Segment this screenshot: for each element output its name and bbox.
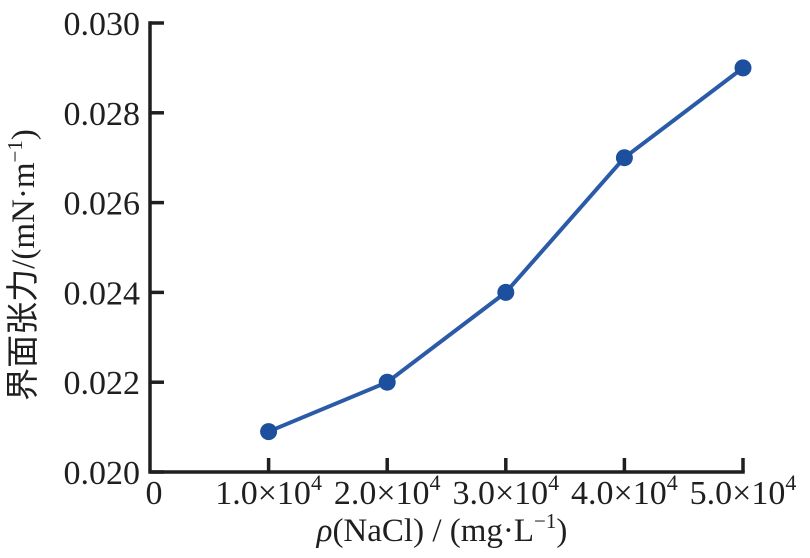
y-axis-ticks <box>150 21 164 474</box>
data-point-marker <box>497 283 515 301</box>
axis-lines <box>148 21 745 474</box>
x-tick-label: 2.0×104 <box>334 470 441 512</box>
y-tick-label: 0.026 <box>64 186 141 223</box>
axes <box>148 21 745 474</box>
x-axis-ticks <box>266 458 745 472</box>
axis-labels: ρ(NaCl) / (mg·L−1) 界面张力/(mN·m−1) <box>3 129 567 549</box>
data-point-marker <box>734 59 752 77</box>
y-axis-label: 界面张力/(mN·m−1) <box>3 129 42 401</box>
y-tick-label: 0.028 <box>64 96 141 133</box>
x-axis-label: ρ(NaCl) / (mg·L−1) <box>316 509 568 549</box>
x-tick-labels: 0 1.0×104 2.0×104 3.0×104 4.0×104 5.0×104 <box>146 470 797 512</box>
y-tick-label: 0.024 <box>64 275 141 312</box>
data-point-marker <box>615 149 633 167</box>
y-tick-label: 0.020 <box>64 455 141 492</box>
data-point-marker <box>260 423 278 441</box>
x-tick-label: 0 <box>146 475 163 512</box>
x-tick-label: 5.0×104 <box>690 470 797 512</box>
y-tick-label: 0.030 <box>64 6 141 43</box>
x-tick-label: 1.0×104 <box>215 470 322 512</box>
y-tick-label: 0.022 <box>64 365 141 402</box>
x-tick-label: 4.0×104 <box>571 470 678 512</box>
data-series <box>260 59 752 441</box>
data-point-marker <box>378 373 396 391</box>
y-tick-labels: 0.020 0.022 0.024 0.026 0.028 0.030 <box>64 6 141 492</box>
series-line <box>267 66 745 434</box>
x-tick-label: 3.0×104 <box>452 470 559 512</box>
